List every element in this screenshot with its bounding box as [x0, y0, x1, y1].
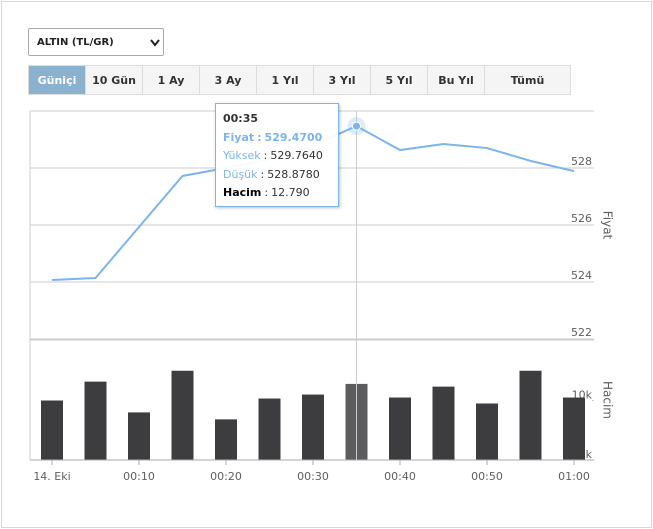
tooltip-separator: :: [264, 186, 269, 199]
tooltip-time: 00:35: [223, 112, 259, 125]
tooltip-value: 529.7640: [270, 149, 323, 162]
bar: [389, 397, 411, 460]
tab[interactable]: 1 Ay: [143, 65, 200, 95]
y-tick-label: 524: [571, 269, 592, 282]
tab[interactable]: Güniçi: [28, 65, 86, 95]
tooltip-label: Yüksek: [223, 149, 261, 162]
bar: [84, 381, 107, 460]
tab[interactable]: 5 Yıl: [371, 65, 428, 95]
tooltip-separator: :: [257, 130, 262, 144]
x-tick-label: 01:00: [558, 470, 590, 483]
hover-marker: [352, 121, 361, 131]
tooltip-value: 529.4700: [264, 130, 323, 144]
bar: [563, 397, 585, 460]
tooltip: 00:35 Fiyat:529.4700 Yüksek:529.7640 Düşük:…: [215, 103, 339, 207]
tooltip-row: Fiyat:529.4700: [223, 129, 331, 148]
bar: [215, 419, 237, 460]
x-tick-label: 00:50: [471, 470, 503, 483]
tooltip-label: Hacim: [223, 186, 262, 199]
instrument-select[interactable]: ALTIN (TL/GR): [28, 28, 164, 56]
tab[interactable]: Bu Yıl: [428, 65, 485, 95]
tab[interactable]: 10 Gün: [86, 65, 143, 95]
bar: [171, 370, 194, 460]
tooltip-value: 528.8780: [267, 167, 320, 181]
x-tick-label: 00:10: [123, 470, 155, 483]
y-tick-label: 526: [571, 212, 592, 225]
tab[interactable]: Tümü: [485, 65, 571, 95]
tooltip-separator: :: [260, 167, 265, 181]
select-text: ALTIN (TL/GR): [37, 37, 114, 48]
tooltip-row: Yüksek:529.7640: [223, 147, 331, 166]
tab[interactable]: 1 Yıl: [257, 65, 314, 95]
y-tick-label: 522: [571, 326, 592, 339]
tooltip-label: Fiyat: [223, 130, 255, 144]
bar: [128, 412, 150, 460]
x-tick-label: 00:30: [297, 470, 329, 483]
bar: [41, 400, 63, 460]
tooltip-value: 12.790: [271, 186, 310, 199]
range-tabs: Güniçi 10 Gün 1 Ay 3 Ay 1 Yıl 3 Yıl 5 Yıl Bu Yı…: [28, 65, 571, 95]
x-tick-label: 00:20: [210, 470, 242, 483]
x-tick-label: 00:40: [384, 470, 416, 483]
tab[interactable]: 3 Ay: [200, 65, 257, 95]
bar: [519, 370, 542, 460]
bar: [258, 398, 281, 460]
x-tick-label: 14. Eki: [33, 470, 70, 483]
tooltip-row: Düşük:528.8780: [223, 166, 331, 185]
tooltip-label: Düşük: [223, 167, 258, 181]
chevron: [150, 39, 160, 47]
tooltip-separator: :: [263, 149, 268, 162]
tooltip-row: Hacim:12.790: [223, 184, 331, 203]
tab[interactable]: 3 Yıl: [314, 65, 371, 95]
bar: [302, 394, 324, 460]
y-tick-label: 528: [571, 155, 592, 168]
bar: [476, 403, 498, 460]
bar: [432, 386, 455, 460]
y-axis-title: Fiyat: [601, 211, 615, 240]
y-axis-title: Hacim: [601, 381, 615, 419]
